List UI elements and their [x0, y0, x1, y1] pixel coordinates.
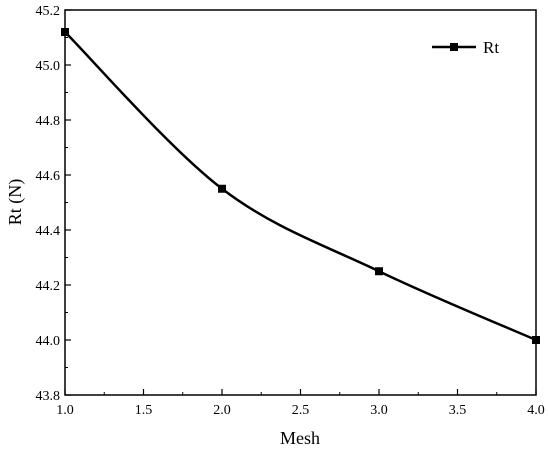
- x-tick-label: 1.0: [56, 403, 74, 418]
- axis-ticks: [64, 9, 537, 396]
- y-tick-label: 44.6: [36, 169, 61, 184]
- x-tick-label: 2.0: [213, 403, 231, 418]
- legend: Rt: [432, 38, 499, 57]
- series-markers: [61, 28, 540, 344]
- legend-marker: [450, 43, 458, 51]
- y-tick-label: 44.0: [36, 334, 61, 349]
- x-axis-title: Mesh: [280, 428, 320, 448]
- x-tick-label: 1.5: [135, 403, 153, 418]
- y-tick-label: 44.4: [36, 224, 61, 239]
- y-tick-label: 44.2: [36, 279, 61, 294]
- y-tick-label: 44.8: [36, 114, 61, 129]
- data-point: [532, 336, 540, 344]
- series-line-rt: [64, 31, 537, 342]
- data-point: [218, 184, 226, 193]
- plot-frame: [64, 9, 537, 396]
- legend-label: Rt: [483, 38, 499, 57]
- data-point: [61, 28, 69, 36]
- y-tick-label: 43.8: [36, 389, 61, 404]
- y-tick-label: 45.0: [36, 59, 61, 74]
- y-tick-label: 45.2: [36, 4, 61, 19]
- tick-labels: 1.0 1.5 2.0 2.5 3.0 3.5 4.0 43.8 44.0 44.2 44.4 44.…: [36, 4, 545, 418]
- y-axis-title: Rt (N): [5, 179, 26, 226]
- x-tick-label: 2.5: [292, 403, 310, 418]
- x-tick-label: 4.0: [527, 403, 545, 418]
- x-tick-label: 3.5: [449, 403, 467, 418]
- data-point: [375, 267, 383, 276]
- x-tick-label: 3.0: [370, 403, 388, 418]
